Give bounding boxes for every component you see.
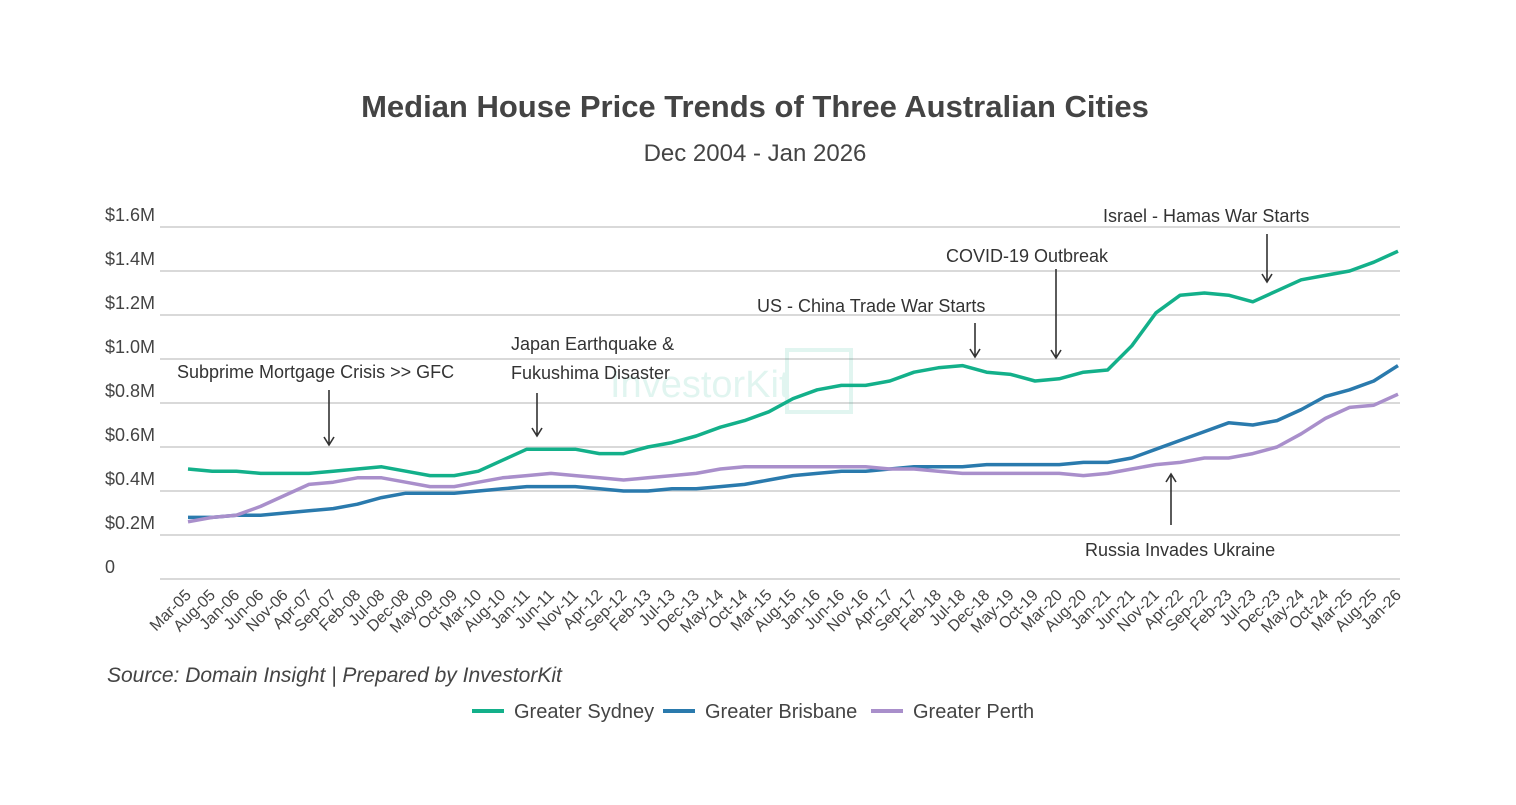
annotation-trade-war: US - China Trade War Starts (757, 296, 985, 316)
arrow-israel (1261, 234, 1273, 284)
annotation-gfc: Subprime Mortgage Crisis >> GFC (177, 362, 454, 382)
x-axis: Mar-05Aug-05Jan-06Jun-06Nov-06Apr-07Sep-… (147, 587, 1405, 637)
annotations: Subprime Mortgage Crisis >> GFC Japan Ea… (177, 206, 1309, 560)
y-tick-label: $1.4M (105, 249, 155, 269)
series-lines (187, 249, 1399, 524)
chart-subtitle: Dec 2004 - Jan 2026 (644, 140, 867, 167)
legend-item[interactable]: Greater Brisbane (663, 701, 857, 723)
series-line-greater-sydney (187, 249, 1399, 478)
legend-label: Greater Brisbane (705, 701, 857, 723)
arrow-ukraine (1165, 472, 1177, 525)
chart-title: Median House Price Trends of Three Austr… (361, 89, 1149, 124)
y-tick-label: $1.0M (105, 337, 155, 357)
arrow-trade-war (969, 323, 981, 359)
legend: Greater Sydney Greater Brisbane Greater Pe… (472, 701, 1034, 723)
annotation-japan-1: Japan Earthquake & (511, 334, 674, 354)
y-tick-label: $0.6M (105, 425, 155, 445)
series-line-greater-brisbane (188, 364, 1399, 520)
legend-item[interactable]: Greater Sydney (472, 701, 654, 723)
series-line-greater-perth (187, 392, 1399, 524)
watermark-logo: InvestorKit (610, 348, 853, 414)
y-tick-label: $0.2M (105, 513, 155, 533)
annotation-covid: COVID-19 Outbreak (946, 246, 1109, 266)
legend-label: Greater Perth (913, 701, 1034, 723)
legend-item[interactable]: Greater Perth (871, 701, 1034, 723)
annotation-japan-2: Fukushima Disaster (511, 363, 670, 383)
arrow-japan (531, 393, 543, 438)
source-note: Source: Domain Insight | Prepared by Inv… (107, 664, 563, 687)
y-tick-label: $1.6M (105, 205, 155, 225)
arrow-gfc (323, 390, 335, 447)
annotation-ukraine: Russia Invades Ukraine (1085, 540, 1275, 560)
legend-label: Greater Sydney (514, 701, 654, 723)
watermark-text: InvestorKit (610, 364, 790, 406)
y-axis: 0 $0.2M $0.4M $0.6M $0.8M $1.0M $1.2M $1.4M $1.6… (105, 205, 155, 577)
annotation-israel: Israel - Hamas War Starts (1103, 206, 1309, 226)
y-tick-label: $0.4M (105, 469, 155, 489)
gridlines (160, 226, 1400, 580)
y-tick-label: 0 (105, 557, 115, 577)
arrow-covid (1050, 269, 1062, 360)
y-tick-label: $0.8M (105, 381, 155, 401)
y-tick-label: $1.2M (105, 293, 155, 313)
